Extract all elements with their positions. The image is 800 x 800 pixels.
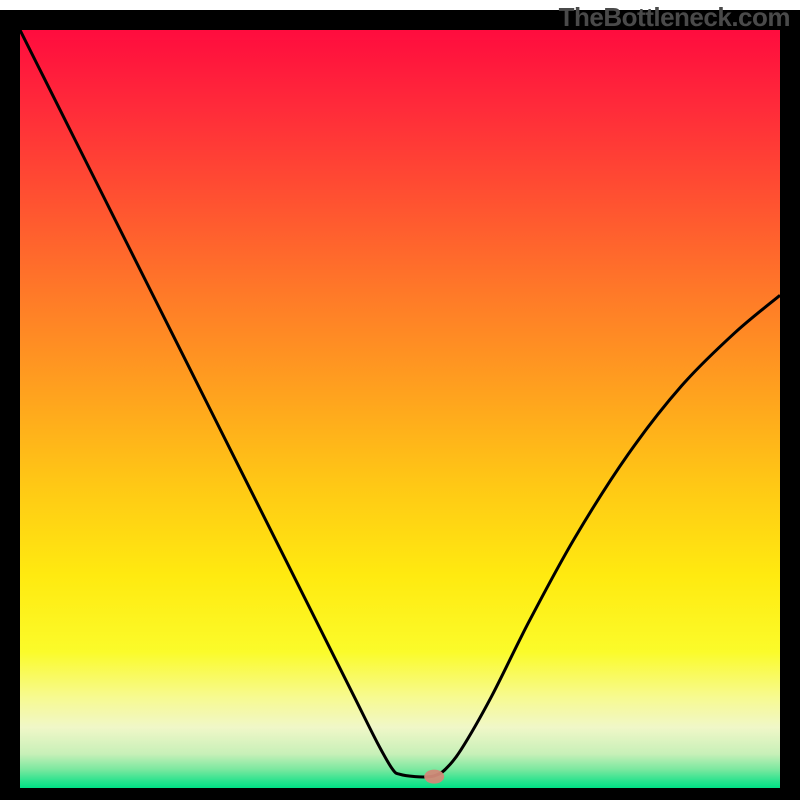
bottleneck-marker <box>424 770 444 784</box>
chart-container: TheBottleneck.com <box>0 0 800 800</box>
gradient-background <box>20 30 780 788</box>
bottleneck-chart <box>0 0 800 800</box>
watermark-text: TheBottleneck.com <box>559 2 790 33</box>
